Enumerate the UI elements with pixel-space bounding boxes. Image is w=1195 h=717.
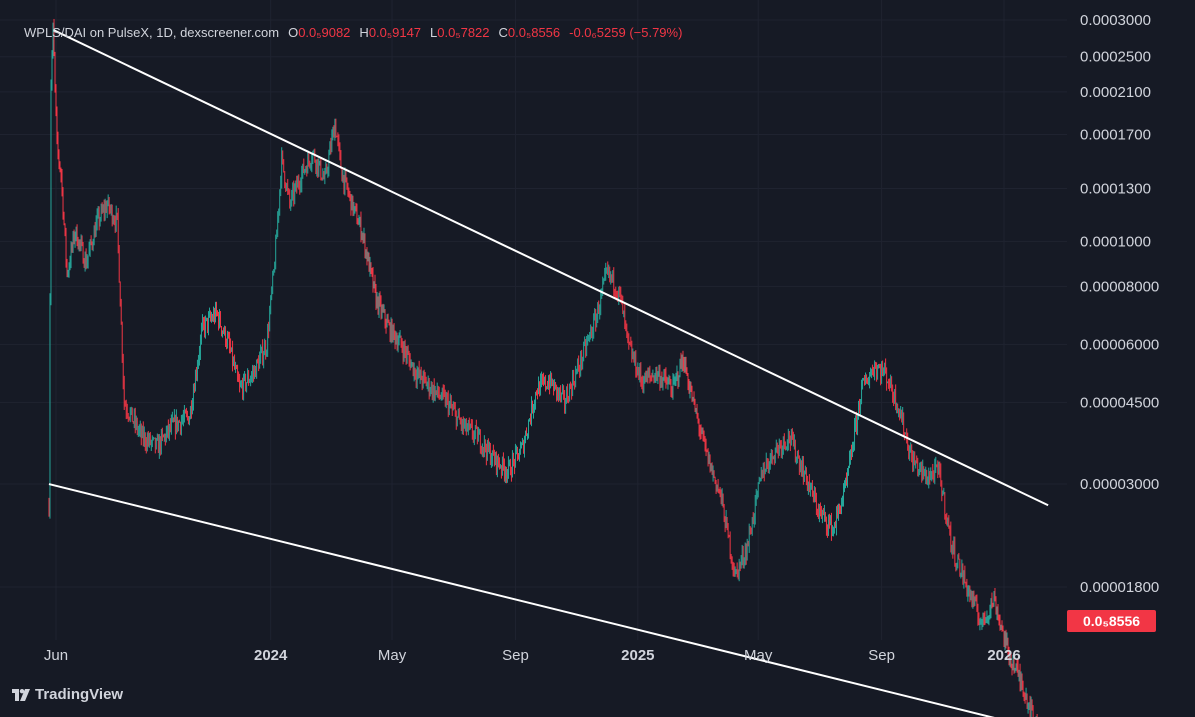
price-tick-label: 0.0002100 xyxy=(1080,84,1151,101)
price-tick-label: 0.00003000 xyxy=(1080,476,1159,493)
time-tick-label: May xyxy=(744,647,773,664)
tradingview-logo[interactable]: TradingView xyxy=(12,686,123,703)
price-tick-label: 0.00001800 xyxy=(1080,579,1159,596)
price-tick-label: 0.0003000 xyxy=(1080,12,1151,29)
change-value: -0.0₆5259 (−5.79%) xyxy=(569,25,683,40)
time-axis[interactable]: Jun 2024 May Sep 2025 May Sep 2026 xyxy=(44,647,1021,664)
time-tick-label: Jun xyxy=(44,647,68,664)
time-tick-label: Sep xyxy=(868,647,895,664)
time-tick-label: 2024 xyxy=(254,647,288,664)
price-tick-label: 0.0001700 xyxy=(1080,126,1151,143)
symbol-title[interactable]: WPLS/DAI on PulseX, 1D, dexscreener.com xyxy=(24,25,280,40)
price-tick-label: 0.00008000 xyxy=(1080,278,1159,295)
time-tick-label: Sep xyxy=(502,647,529,664)
price-tick-label: 0.00004500 xyxy=(1080,394,1159,411)
close-key: C xyxy=(498,25,508,40)
price-tick-label: 0.0001300 xyxy=(1080,181,1151,198)
time-tick-label: 2025 xyxy=(621,647,654,664)
brand-name: TradingView xyxy=(35,686,124,703)
last-price-label: 0.0₅8556 xyxy=(1067,610,1156,632)
open-key: O xyxy=(288,25,299,40)
time-tick-label: May xyxy=(378,647,407,664)
high-value: 0.0₅9147 xyxy=(368,25,422,40)
price-tick-label: 0.0001000 xyxy=(1080,233,1151,250)
chart-grid xyxy=(0,0,1067,640)
high-key: H xyxy=(359,25,369,40)
price-tick-label: 0.00006000 xyxy=(1080,336,1159,353)
open-value: 0.0₅9082 xyxy=(298,25,351,40)
candle-series xyxy=(48,18,1038,717)
close-value: 0.0₅8556 xyxy=(507,25,561,40)
price-axis[interactable]: 0.0003000 0.0002500 0.0002100 0.0001700 0.00… xyxy=(1080,12,1159,596)
low-value: 0.0₅7822 xyxy=(437,25,490,40)
trendline-upper xyxy=(53,29,1049,507)
trendlines xyxy=(48,29,1049,717)
time-tick-label: 2026 xyxy=(987,647,1020,664)
trendline-lower xyxy=(48,483,995,717)
ohlc-legend: WPLS/DAI on PulseX, 1D, dexscreener.com … xyxy=(24,25,682,40)
low-key: L xyxy=(430,25,438,40)
price-tick-label: 0.0002500 xyxy=(1080,49,1151,66)
tradingview-icon xyxy=(12,688,30,701)
